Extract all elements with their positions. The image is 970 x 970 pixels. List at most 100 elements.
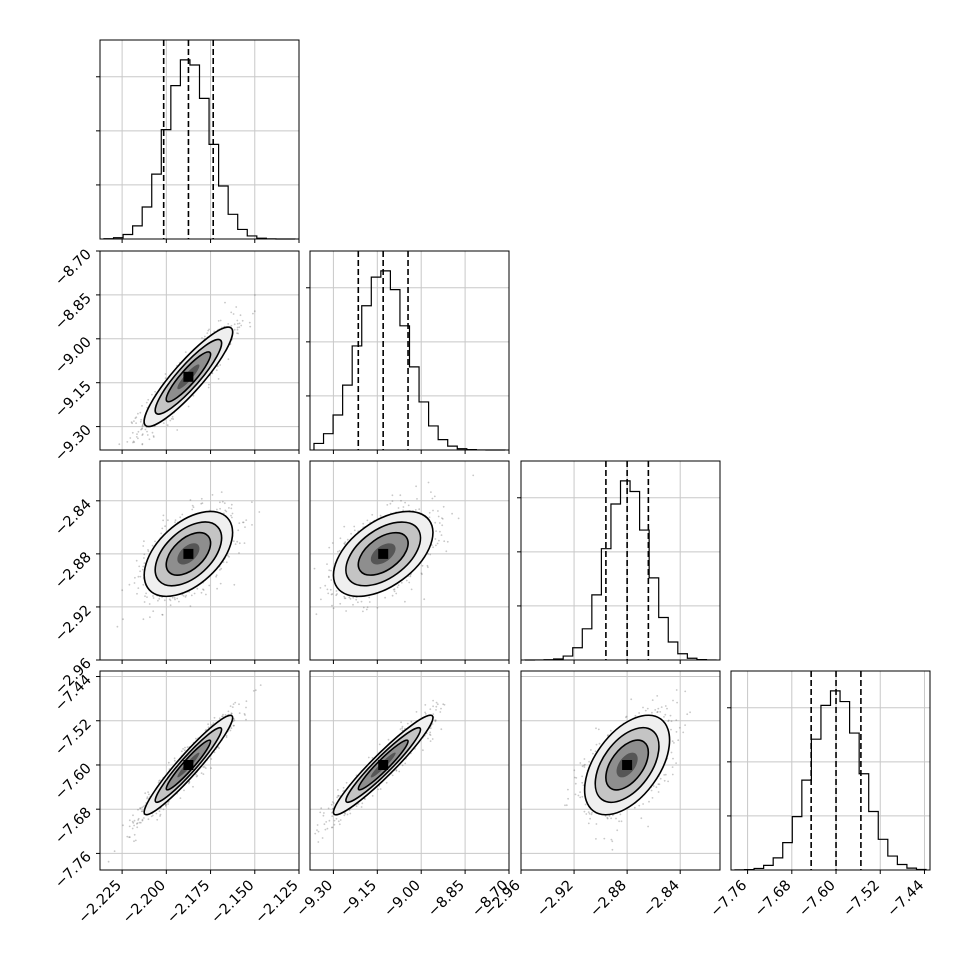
scatter-point: [215, 575, 218, 578]
scatter-point: [386, 504, 389, 506]
scatter-point: [140, 810, 143, 813]
scatter-point: [208, 383, 210, 386]
scatter-point: [230, 503, 233, 506]
scatter-point: [217, 320, 220, 322]
scatter-point: [343, 525, 346, 528]
scatter-point: [148, 793, 150, 796]
scatter-point: [432, 713, 435, 715]
scatter-point: [166, 424, 169, 426]
scatter-point: [342, 786, 345, 789]
scatter-point: [438, 522, 441, 524]
scatter-point: [451, 512, 453, 515]
scatter-point: [139, 570, 142, 573]
scatter-point: [201, 502, 204, 505]
scatter-point: [126, 441, 129, 443]
scatter-point: [134, 576, 136, 579]
scatter-point: [141, 405, 143, 407]
scatter-point: [429, 727, 432, 729]
scatter-point: [407, 504, 410, 507]
scatter-point: [183, 749, 186, 752]
scatter-point: [349, 812, 352, 815]
scatter-point: [192, 785, 194, 788]
scatter-point: [230, 514, 232, 517]
scatter-point: [391, 774, 394, 777]
scatter-point: [414, 509, 417, 511]
scatter-point: [371, 795, 374, 797]
scatter-point: [418, 508, 421, 511]
scatter-point: [234, 701, 237, 704]
scatter-point: [229, 729, 232, 732]
scatter-point: [137, 817, 140, 820]
scatter-point: [142, 805, 145, 808]
scatter-point: [238, 712, 241, 714]
panel-2-0: [96, 460, 300, 664]
scatter-point: [144, 595, 146, 598]
scatter-point: [415, 485, 417, 488]
scatter-point: [152, 595, 154, 597]
scatter-point: [232, 724, 235, 727]
scatter-point: [343, 597, 346, 600]
scatter-point: [442, 703, 445, 706]
scatter-point: [207, 726, 210, 729]
scatter-point: [331, 593, 334, 595]
scatter-point: [245, 700, 248, 703]
scatter-point: [146, 796, 149, 798]
scatter-point: [139, 807, 142, 810]
scatter-point: [326, 827, 329, 830]
scatter-point: [236, 322, 239, 325]
scatter-point: [219, 582, 222, 585]
scatter-point: [430, 491, 432, 493]
scatter-point: [343, 595, 346, 598]
scatter-point: [402, 506, 405, 508]
scatter-point: [376, 606, 379, 609]
scatter-point: [324, 828, 327, 831]
scatter-point: [234, 543, 237, 545]
scatter-point: [164, 377, 167, 380]
scatter-point: [316, 824, 319, 826]
scatter-point: [440, 707, 442, 710]
scatter-point: [238, 552, 240, 554]
scatter-point: [162, 514, 165, 517]
scatter-point: [377, 788, 380, 791]
scatter-point: [218, 717, 221, 720]
scatter-point: [132, 814, 134, 817]
scatter-point: [434, 538, 437, 540]
scatter-point: [131, 422, 134, 425]
scatter-point: [160, 532, 163, 535]
scatter-point: [237, 529, 240, 532]
scatter-point: [384, 596, 386, 599]
scatter-point: [116, 625, 119, 628]
scatter-point: [155, 812, 158, 815]
scatter-point: [162, 422, 165, 424]
scatter-point: [133, 420, 135, 422]
scatter-point: [200, 591, 203, 594]
scatter-point: [371, 757, 374, 759]
scatter-point: [427, 737, 429, 740]
scatter-point: [135, 416, 138, 419]
scatter-point: [410, 720, 413, 723]
panel-frame: [309, 250, 510, 451]
scatter-point: [154, 390, 157, 393]
scatter-point: [161, 527, 164, 530]
scatter-point: [338, 823, 341, 826]
scatter-point: [192, 394, 195, 397]
scatter-point: [196, 774, 199, 777]
scatter-point: [321, 837, 324, 839]
scatter-point: [443, 540, 446, 543]
scatter-point: [432, 509, 434, 512]
scatter-point: [151, 431, 154, 434]
scatter-point: [339, 537, 342, 540]
scatter-point: [121, 589, 124, 592]
scatter-point: [221, 715, 223, 718]
scatter-point: [332, 802, 335, 804]
scatter-point: [399, 728, 402, 730]
scatter-point: [238, 322, 241, 325]
scatter-point: [431, 738, 434, 740]
scatter-point: [216, 587, 219, 590]
panel-0-0: [96, 39, 300, 243]
scatter-point: [230, 727, 233, 730]
scatter-point: [428, 733, 431, 736]
scatter-point: [338, 549, 341, 552]
scatter-point: [141, 424, 144, 427]
